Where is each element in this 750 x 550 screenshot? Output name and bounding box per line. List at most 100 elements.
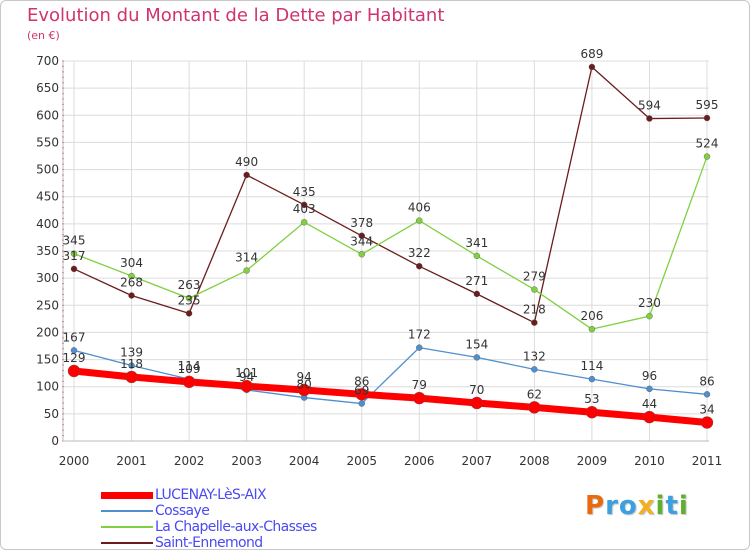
data-label: 268 [120,276,143,290]
data-label: 44 [642,397,657,411]
y-tick-label: 450 [36,190,59,204]
data-point [703,153,711,160]
data-point [531,366,538,373]
x-tick-label: 2005 [346,454,377,468]
data-label: 132 [523,349,546,363]
logo-letter: t [665,491,679,521]
series-line-3 [73,66,708,324]
data-label: 86 [354,374,369,388]
data-point [700,416,714,429]
data-point [355,388,368,401]
y-tick-label: 400 [36,217,59,231]
data-label: 322 [408,246,431,260]
x-tick-label: 2003 [231,454,262,468]
legend-label: La Chapelle-aux-Chasses [155,519,317,535]
data-point [473,252,481,260]
data-label: 378 [350,216,373,230]
legend-swatch [101,542,153,544]
data-point [413,391,426,405]
data-point [128,362,135,369]
data-point [531,319,538,326]
data-point [473,290,481,298]
data-label: 80 [297,378,312,392]
legend-label: LUCENAY-LèS-AIX [155,487,267,503]
data-label: 94 [297,370,312,384]
x-tick-label: 2004 [289,454,320,468]
data-point [358,232,365,240]
series-line-0 [73,367,708,427]
y-tick-label: 600 [36,108,59,122]
data-label: 86 [699,374,714,388]
logo-letter: x [637,491,656,521]
chart-title: Evolution du Montant de la Dette par Hab… [27,5,445,26]
logo-letter: P [585,491,606,521]
data-point [243,171,250,179]
data-point [240,379,253,393]
x-tick-label: 2008 [519,454,550,468]
data-point [646,312,653,320]
y-tick-label: 100 [36,380,59,394]
data-point [125,370,138,384]
data-point [70,347,78,354]
data-label: 167 [63,330,86,344]
data-point [528,401,541,414]
data-point [703,114,711,122]
x-tick-label: 2002 [174,454,205,468]
data-label: 70 [469,383,484,397]
data-point [473,354,481,361]
data-point [358,400,365,407]
series-line-1 [73,346,708,405]
data-label: 344 [350,234,373,248]
data-point [646,115,653,122]
data-label: 345 [63,234,86,248]
data-point [416,217,423,224]
data-label: 109 [178,362,201,376]
data-label: 218 [523,303,546,317]
data-point [643,410,656,424]
data-label: 154 [465,337,488,351]
y-tick-label: 550 [36,135,59,149]
data-point [128,272,135,280]
data-label: 279 [523,270,546,284]
data-point [300,219,308,226]
legend-label: Cossaye [155,503,210,519]
data-label: 314 [235,251,258,265]
data-point [703,391,711,398]
data-label: 62 [527,387,542,401]
data-point [416,263,423,270]
data-label: 317 [63,249,86,263]
data-point [646,385,653,393]
y-tick-label: 150 [36,353,59,367]
data-label: 172 [408,328,431,342]
data-point [588,63,596,71]
y-tick-label: 50 [44,407,59,421]
data-label: 524 [696,137,719,151]
data-label: 263 [178,278,201,292]
data-label: 435 [293,185,316,199]
data-label: 129 [63,351,86,365]
x-tick-label: 2011 [692,454,723,468]
legend-swatch [101,526,153,528]
data-label: 206 [580,309,603,323]
y-tick-label: 200 [36,325,59,339]
data-point [416,344,423,351]
data-point [70,250,78,257]
data-label: 406 [408,201,431,215]
data-label: 235 [178,293,201,307]
data-point [67,364,81,378]
proxiti-logo: Proxiti [585,491,689,521]
data-label: 403 [293,202,316,216]
data-point [185,310,193,317]
data-point [585,406,599,419]
data-point [185,295,193,302]
data-point [470,396,484,410]
data-label: 490 [235,155,258,169]
y-tick-label: 350 [36,244,59,258]
data-label: 118 [120,357,143,371]
data-label: 139 [120,346,143,360]
y-tick-label: 0 [51,434,59,448]
data-label: 96 [642,369,657,383]
data-label: 94 [239,370,254,384]
logo-letter: i [678,491,689,521]
